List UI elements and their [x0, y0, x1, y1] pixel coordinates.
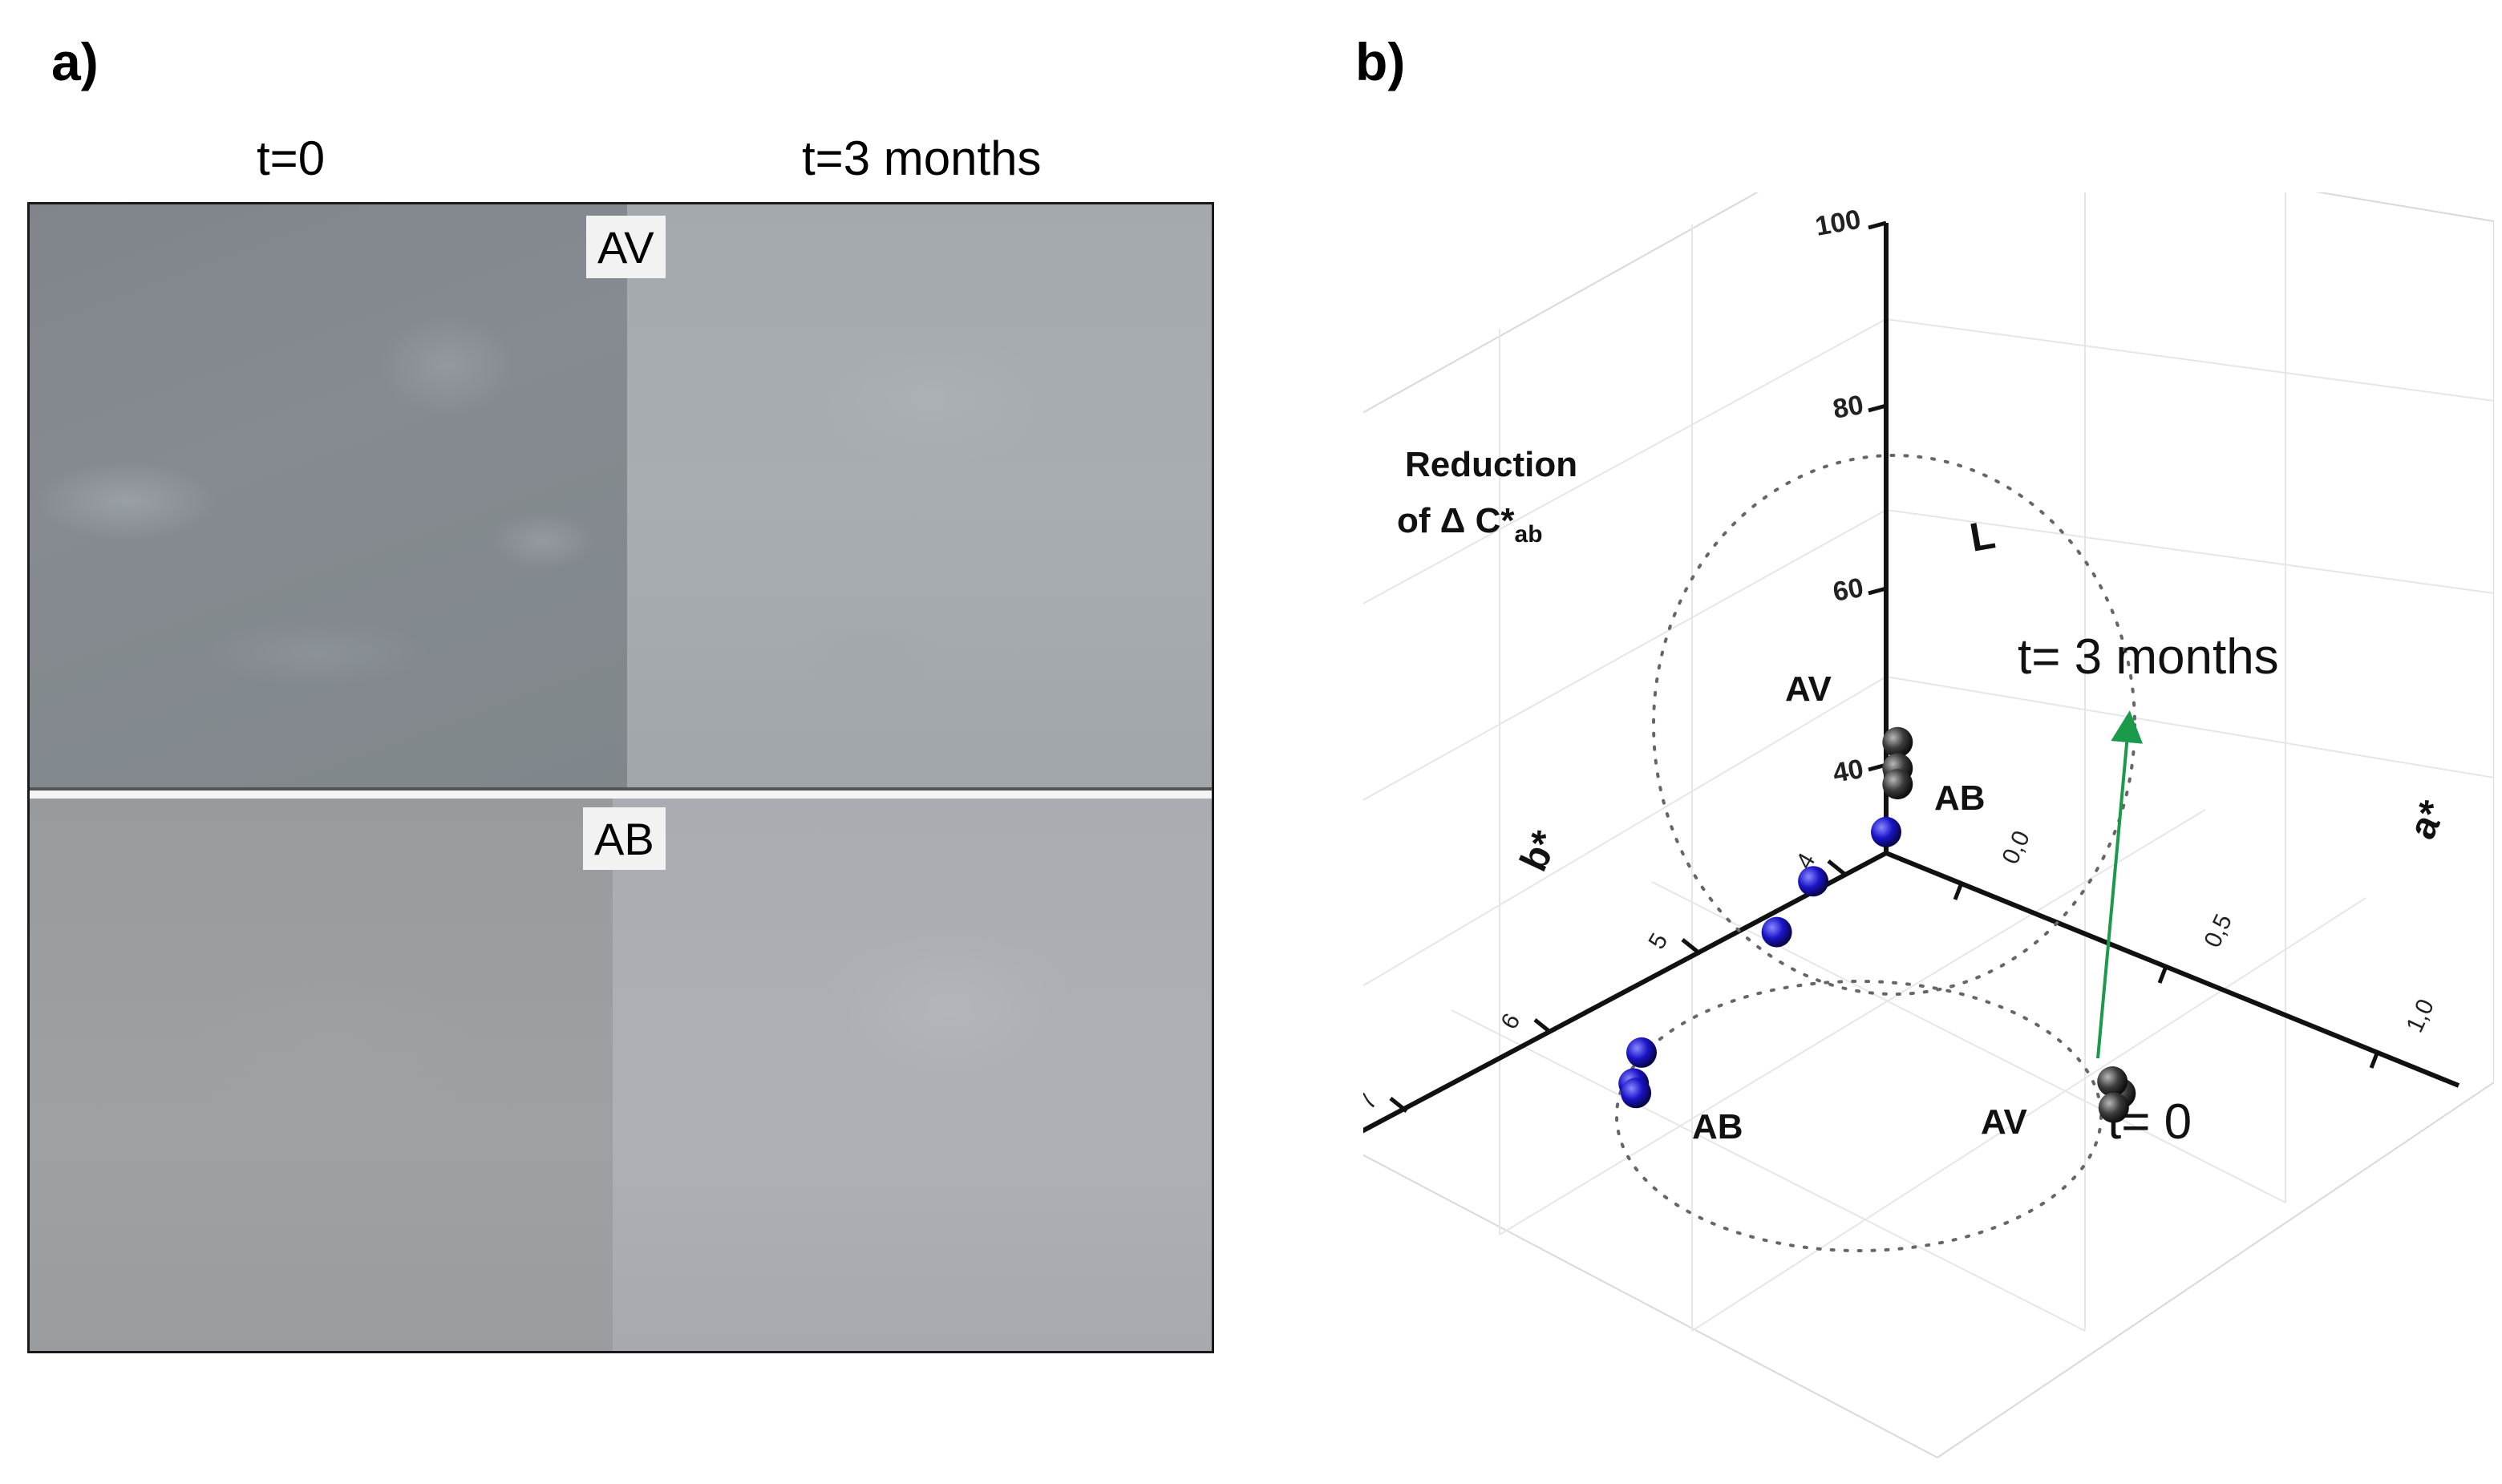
- panel-b-label: b): [1355, 32, 1406, 91]
- point-av-t3-1: [1882, 726, 1913, 758]
- axis-ticks: [1389, 220, 2379, 1113]
- point-av-t0-3: [2098, 1092, 2129, 1123]
- b-tick-5: 5: [1643, 929, 1673, 954]
- axis-b: [1363, 851, 1888, 1134]
- a-tick-1: 1,0: [2401, 995, 2439, 1037]
- data-points: [1618, 726, 2136, 1123]
- av-sample-t3: [627, 204, 1212, 787]
- l-tick-40: 40: [1831, 754, 1866, 789]
- axis-a: [1885, 851, 2460, 1088]
- box-edge-front-right: [1937, 1082, 2494, 1458]
- b-tick-labels: 4 5 6 7: [1363, 849, 1820, 1114]
- delta-c-annotation: of Δ C*ab: [1397, 501, 1543, 548]
- point-av-t0-2: [2097, 1066, 2128, 1097]
- time-arrow: [2096, 710, 2144, 1059]
- point-ab-t3-2: [1798, 866, 1829, 897]
- box-edge-back-left: [1363, 192, 1759, 414]
- point-ab-t3-3: [1761, 916, 1792, 948]
- point-ab-t3-1: [1871, 816, 1901, 847]
- ab-sample-t0: [30, 799, 613, 1351]
- delta-c-subscript: ab: [1515, 521, 1543, 548]
- l-axis-title: L: [1966, 512, 1998, 560]
- l-tick-60: 60: [1831, 572, 1866, 608]
- sample-divider: [30, 787, 1212, 799]
- box-edge-front-left: [1363, 1154, 1938, 1458]
- a-tick-0: 0,0: [1997, 827, 2035, 868]
- cluster-ring-t3: [1652, 454, 2136, 996]
- a-tick-labels: 0,0 0,5 1,0: [1997, 827, 2439, 1037]
- plot-box: [1363, 192, 2494, 1458]
- l-tick-80: 80: [1831, 390, 1866, 425]
- b-tick-6: 6: [1496, 1009, 1525, 1034]
- a-tick-0-5: 0,5: [2199, 910, 2237, 952]
- l-tick-100: 100: [1813, 204, 1863, 242]
- group-label-ab-t3: AB: [1934, 778, 1986, 818]
- color-3d-scatter-chart: 100 80 60 40 4 5 6 7 0,0 0,5 1,0 L b* a*…: [1363, 192, 2494, 1458]
- axes: [1363, 223, 2460, 1134]
- ab-sample-tag: AB: [583, 807, 666, 870]
- av-sample-t0: [30, 204, 627, 787]
- column-heading-t0: t=0: [257, 131, 326, 185]
- column-heading-t3: t=3 months: [802, 131, 1042, 185]
- point-av-t3-3: [1882, 769, 1913, 800]
- av-sample-tag: AV: [586, 216, 666, 278]
- b-tick-7: 7: [1363, 1090, 1383, 1114]
- ab-sample-t3: [613, 799, 1212, 1351]
- grid-lines: [1363, 192, 2494, 1332]
- cluster-ring-t0: [1615, 980, 2103, 1252]
- point-ab-t0-1: [1626, 1037, 1657, 1068]
- a-axis-title: a*: [2401, 795, 2455, 846]
- point-ab-t0-3: [1621, 1078, 1652, 1109]
- group-label-av-t0: AV: [1981, 1102, 2028, 1142]
- time-label-3-months: t= 3 months: [2018, 629, 2279, 685]
- delta-c-text: of Δ C*: [1397, 501, 1515, 540]
- reduction-annotation: Reduction: [1405, 445, 1577, 484]
- group-label-av-t3: AV: [1785, 669, 1832, 709]
- box-edge-back-right: [2315, 192, 2494, 222]
- group-label-ab-t0: AB: [1692, 1107, 1743, 1146]
- panel-a-label: a): [51, 32, 99, 91]
- sample-photograph: AV AB: [27, 202, 1214, 1353]
